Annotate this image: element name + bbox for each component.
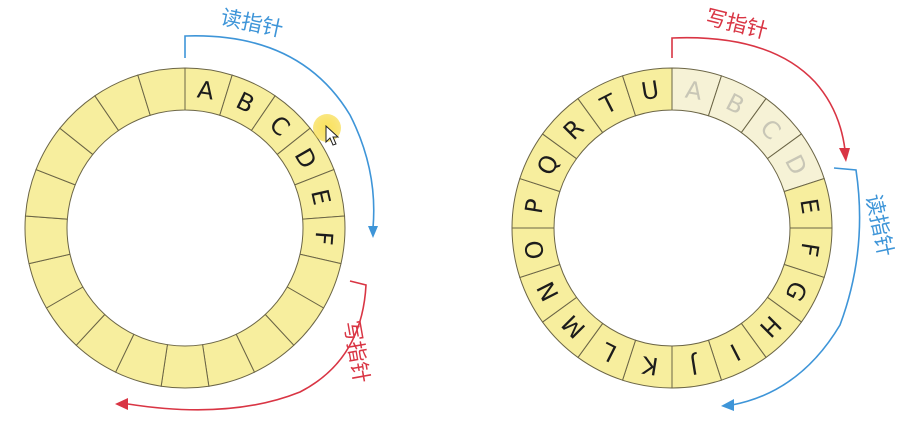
- right-ring-cell-letter: K: [639, 350, 660, 380]
- left-ring-cell: [160, 344, 210, 389]
- right-write-pointer-arrow: [671, 36, 846, 151]
- right-write-pointer-label: 写指针: [703, 5, 770, 44]
- right-read-pointer-label: 读指针: [861, 192, 898, 259]
- left-read-pointer-arrowhead: [368, 226, 378, 238]
- right-ring-cell-letter: F: [794, 241, 824, 259]
- right-ring-cell-letter: E: [794, 197, 824, 216]
- right-ring-cell-letter: O: [519, 238, 550, 261]
- left-ring-cell: [137, 67, 186, 116]
- right-read-pointer-arrowhead: [721, 399, 734, 411]
- right-ring-cell: [621, 67, 673, 117]
- left-write-pointer-arrow: [127, 280, 367, 411]
- left-write-pointer-label: 写指针: [339, 319, 374, 385]
- left-read-pointer-label: 读指针: [219, 5, 286, 42]
- left-ring-cell-letter: A: [196, 75, 217, 105]
- right-ring-cell-letter: A: [683, 76, 704, 106]
- right-read-pointer-arrow: [731, 167, 861, 406]
- left-write-pointer-arrowhead: [115, 398, 128, 410]
- right-ring-cell-letter: P: [520, 197, 550, 216]
- left-read-pointer-arrow: [184, 35, 375, 229]
- right-write-pointer-arrowhead: [839, 148, 850, 162]
- left-ring-cell-letter: F: [309, 230, 338, 246]
- mouse-pointer-icon: [313, 114, 341, 146]
- left-ring-cell-letter: E: [305, 187, 336, 208]
- right-ring-cell-letter: U: [639, 76, 661, 106]
